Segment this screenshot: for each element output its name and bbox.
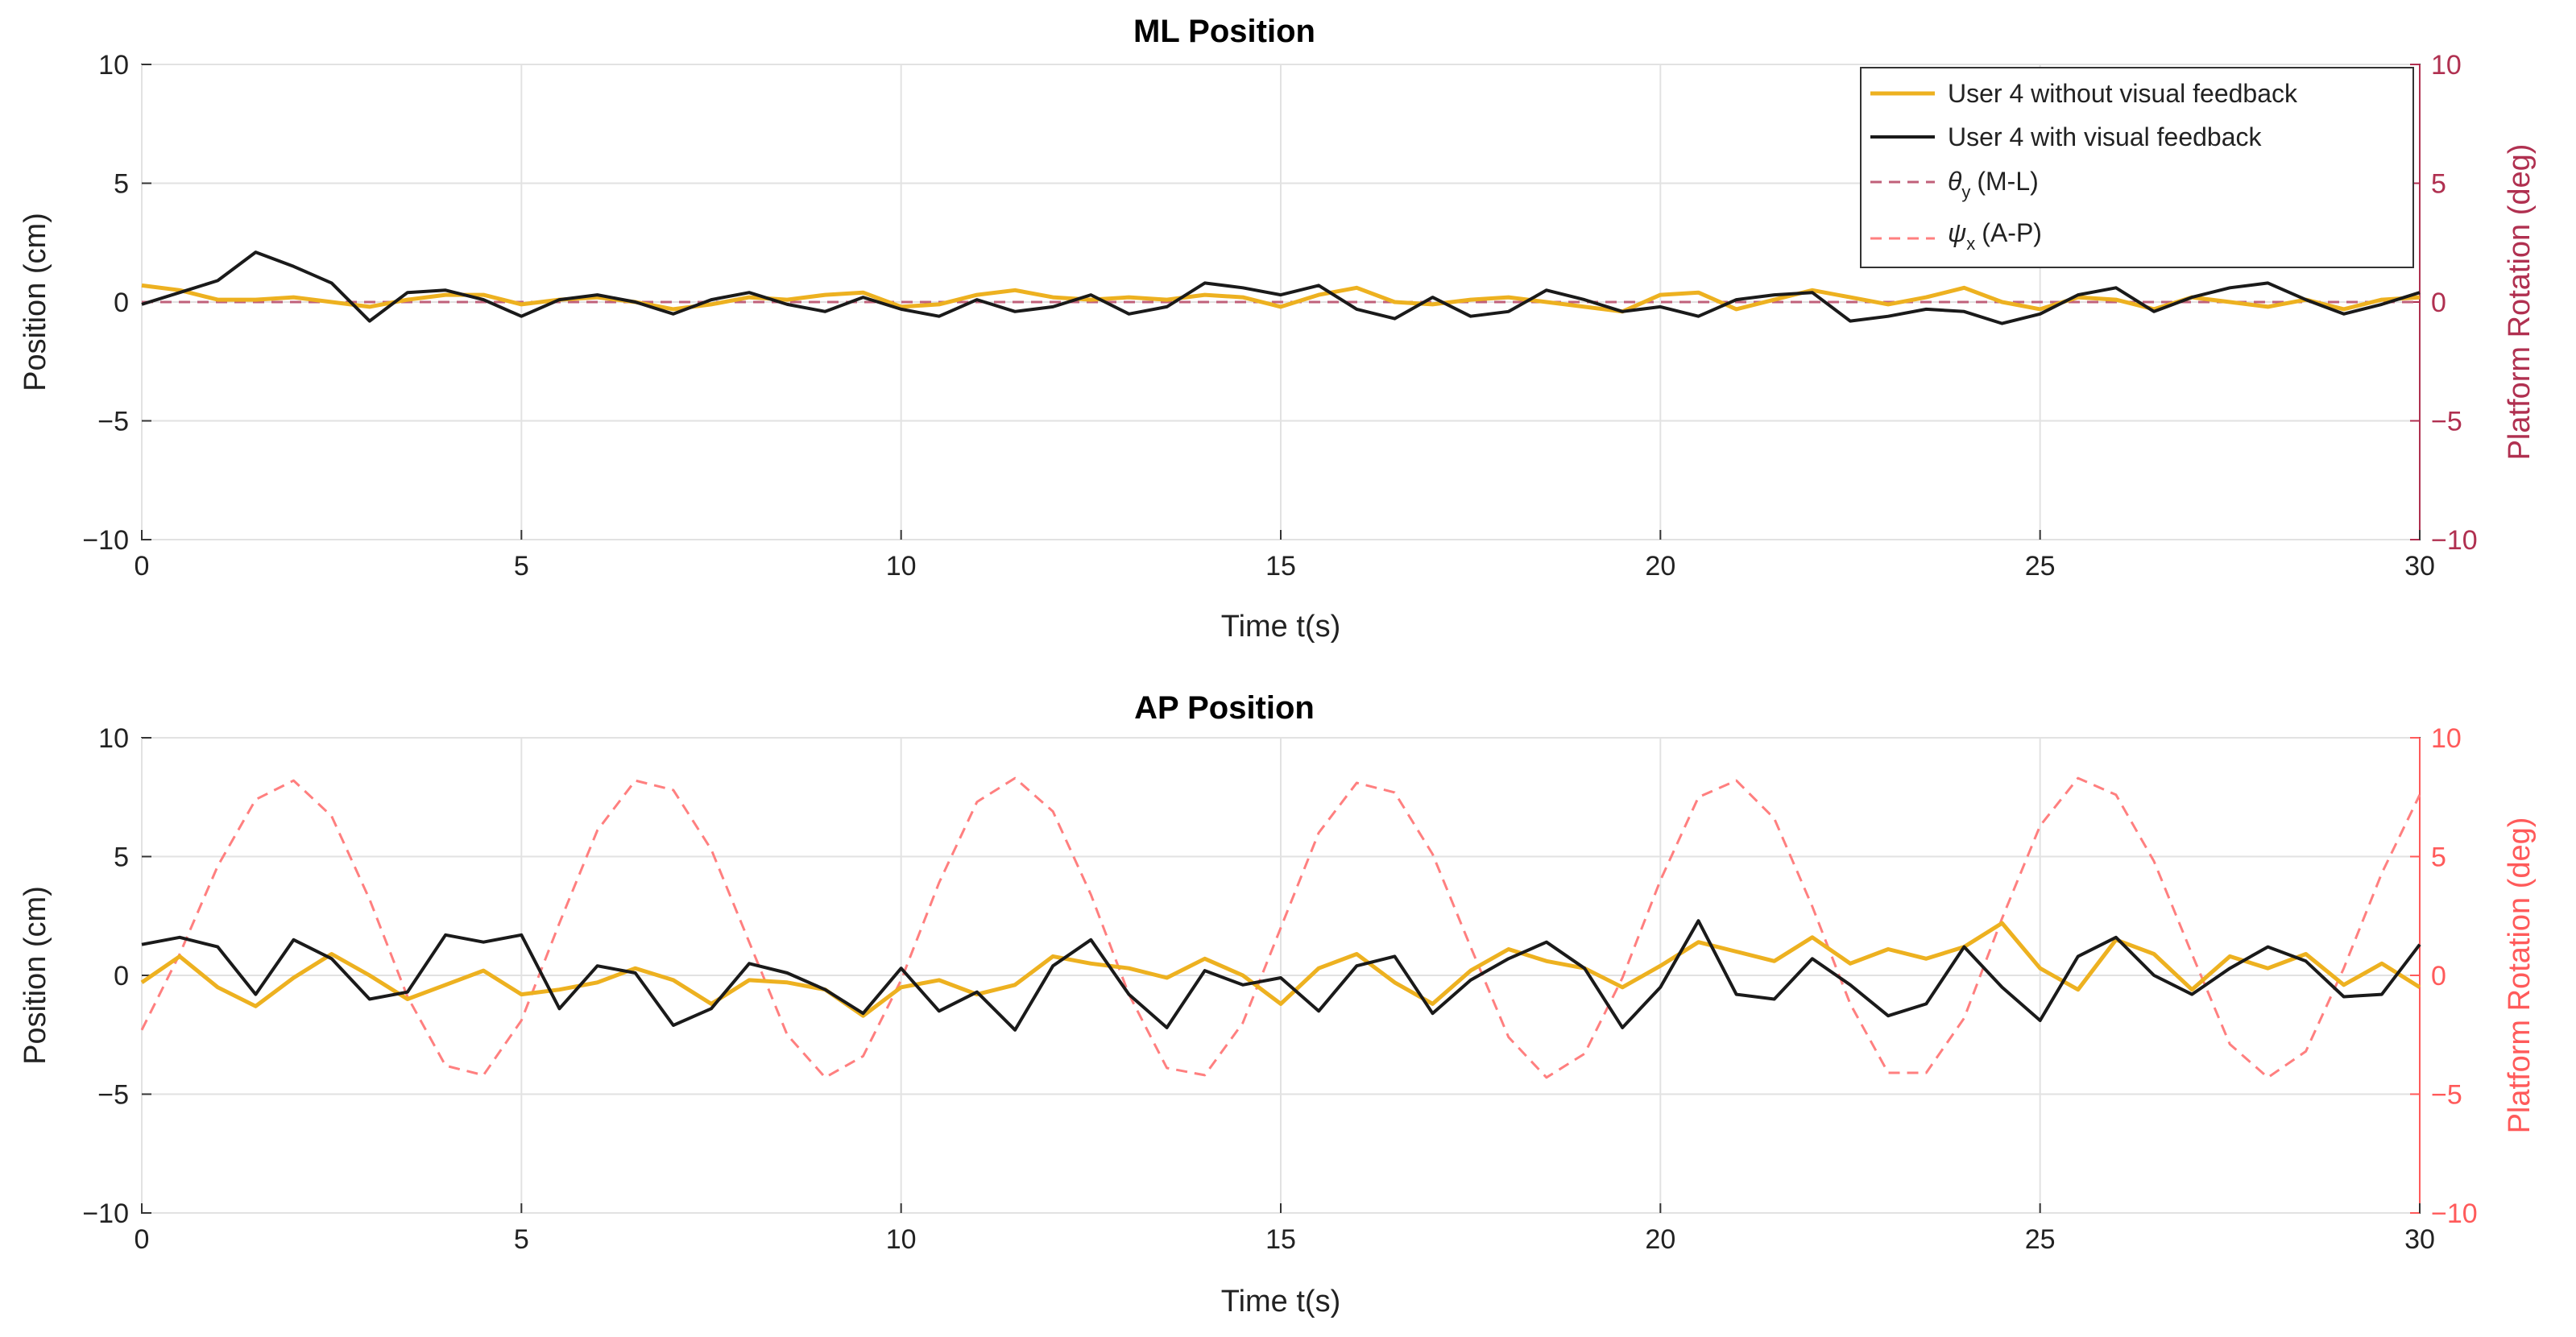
ap-xtick-label: 5 bbox=[514, 1224, 529, 1255]
ml-series-without-feedback bbox=[141, 283, 2421, 314]
ml-y2tick-label: 0 bbox=[2431, 288, 2446, 318]
ap-y2tick-label: −10 bbox=[2431, 1198, 2478, 1229]
ml-xtick-label: 20 bbox=[1645, 551, 1675, 582]
legend-label-theta: θy (M-L) bbox=[1948, 167, 2039, 202]
ml-xlabel: Time t(s) bbox=[1221, 610, 1340, 644]
legend-theta-sub: y bbox=[1961, 182, 1970, 202]
ap-xtick-label: 25 bbox=[2025, 1224, 2056, 1255]
ap-ytick-label: 0 bbox=[114, 961, 129, 991]
ml-xtick-label: 0 bbox=[135, 551, 150, 582]
panel-ap: AP Position 10 5 0 −5 −10 10 5 0 −5 −10 0 5 10 15 20… bbox=[19, 690, 2537, 1318]
ap-y2tick-label: 10 bbox=[2431, 723, 2462, 754]
legend: User 4 without visual feedback User 4 wi… bbox=[1860, 67, 2414, 268]
ml-x-ticks: 0 5 10 15 20 25 30 bbox=[135, 530, 2435, 582]
ml-series bbox=[141, 250, 2421, 325]
ap-xlabel: Time t(s) bbox=[1221, 1285, 1340, 1318]
ap-xtick-label: 0 bbox=[135, 1224, 150, 1255]
ml-series-with-feedback bbox=[141, 250, 2421, 325]
ml-y2tick-label: 5 bbox=[2431, 169, 2446, 200]
legend-label-without: User 4 without visual feedback bbox=[1948, 79, 2298, 108]
panel-ml: ML Position 10 5 0 −5 −10 10 5 0 −5 −10 0 5 10 15 20… bbox=[19, 14, 2537, 644]
legend-psi-symbol: ψ bbox=[1948, 218, 1966, 247]
ml-y2tick-label: 10 bbox=[2431, 50, 2462, 81]
ap-ylabel: Position (cm) bbox=[19, 886, 52, 1065]
ap-y2label: Platform Rotation (deg) bbox=[2503, 818, 2537, 1134]
ap-ytick-label: 10 bbox=[98, 723, 129, 754]
ml-ytick-label: −5 bbox=[97, 407, 129, 437]
ml-ylabel: Position (cm) bbox=[19, 213, 52, 391]
ap-x-ticks: 0 5 10 15 20 25 30 bbox=[135, 1203, 2435, 1255]
ap-y2tick-label: −5 bbox=[2431, 1080, 2462, 1111]
legend-label-psi: ψx (A-P) bbox=[1948, 218, 2042, 254]
ap-series-platform-rotation bbox=[140, 776, 2421, 1079]
ml-xtick-label: 15 bbox=[1265, 551, 1296, 582]
ap-xtick-label: 30 bbox=[2404, 1224, 2435, 1255]
ml-ytick-label: 5 bbox=[114, 169, 129, 200]
ml-y2tick-label: −5 bbox=[2431, 407, 2462, 437]
legend-psi-sub: x bbox=[1966, 234, 1975, 254]
ml-xtick-label: 30 bbox=[2404, 551, 2435, 582]
legend-theta-text: (M-L) bbox=[1977, 167, 2038, 196]
ap-y-ticks: 10 5 0 −5 −10 bbox=[82, 723, 151, 1229]
ml-xtick-label: 5 bbox=[514, 551, 529, 582]
ml-ytick-label: 10 bbox=[98, 50, 129, 81]
ml-y2tick-label: −10 bbox=[2431, 525, 2478, 556]
ap-y2tick-label: 0 bbox=[2431, 961, 2446, 991]
ap-ytick-label: −5 bbox=[97, 1080, 129, 1111]
ap-series-without-feedback bbox=[140, 921, 2421, 1018]
ml-y2-ticks: 10 5 0 −5 −10 bbox=[2410, 50, 2478, 556]
legend-box bbox=[1860, 67, 2414, 268]
ap-title: AP Position bbox=[1134, 690, 1315, 726]
ml-ytick-label: −10 bbox=[82, 525, 129, 556]
ap-ytick-label: 5 bbox=[114, 842, 129, 873]
ap-xtick-label: 20 bbox=[1645, 1224, 1675, 1255]
ap-xtick-label: 15 bbox=[1265, 1224, 1296, 1255]
ml-y2label: Platform Rotation (deg) bbox=[2503, 144, 2537, 461]
ap-xtick-label: 10 bbox=[886, 1224, 917, 1255]
legend-label-with: User 4 with visual feedback bbox=[1948, 122, 2263, 151]
ml-y-ticks: 10 5 0 −5 −10 bbox=[82, 50, 151, 556]
ml-title: ML Position bbox=[1133, 14, 1315, 49]
ap-y2-ticks: 10 5 0 −5 −10 bbox=[2410, 723, 2478, 1229]
ml-xtick-label: 10 bbox=[886, 551, 917, 582]
legend-theta-symbol: θ bbox=[1948, 167, 1962, 196]
ap-y2tick-label: 5 bbox=[2431, 842, 2446, 873]
ap-ytick-label: −10 bbox=[82, 1198, 129, 1229]
ml-ytick-label: 0 bbox=[114, 288, 129, 318]
legend-psi-text: (A-P) bbox=[1982, 218, 2042, 247]
ap-series bbox=[140, 776, 2421, 1079]
ml-xtick-label: 25 bbox=[2025, 551, 2056, 582]
ap-series-with-feedback bbox=[141, 919, 2421, 1032]
